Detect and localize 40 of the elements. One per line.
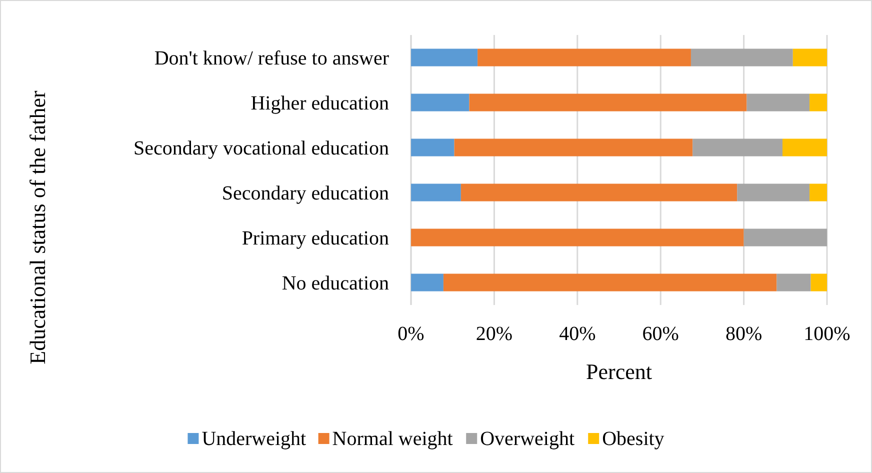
legend-label: Overweight — [480, 428, 575, 450]
legend-label: Normal weight — [332, 428, 454, 450]
bar — [478, 48, 691, 66]
legend-label: Underweight — [202, 428, 307, 450]
bar — [460, 184, 738, 202]
x-axis-title: Percent — [586, 359, 652, 384]
bar — [746, 94, 810, 112]
bar — [690, 48, 793, 66]
bar — [782, 138, 827, 156]
bar — [469, 94, 747, 112]
bar — [810, 274, 827, 292]
x-tick-label: 100% — [804, 323, 850, 345]
bar — [443, 274, 777, 292]
bar — [411, 138, 454, 156]
bar — [411, 48, 478, 66]
y-axis-title: Educational status of the father — [25, 90, 50, 364]
bar — [792, 48, 827, 66]
bar — [737, 184, 810, 202]
bar — [454, 138, 693, 156]
x-tick-label: 20% — [476, 323, 513, 345]
x-tick-label: 40% — [559, 323, 596, 345]
bar — [776, 274, 811, 292]
x-tick-label: 80% — [725, 323, 762, 345]
bar — [810, 94, 827, 112]
bar — [810, 184, 827, 202]
bar — [744, 228, 827, 246]
bar — [692, 138, 782, 156]
y-tick-label: Higher education — [250, 92, 389, 114]
x-tick-label: 60% — [642, 323, 679, 345]
bar — [411, 94, 470, 112]
y-tick-label: Secondary vocational education — [134, 138, 389, 160]
y-tick-label: Secondary education — [222, 182, 389, 204]
bar — [411, 274, 444, 292]
y-tick-label: Don't know/ refuse to answer — [154, 48, 390, 70]
legend-label: Obesity — [602, 428, 664, 450]
bar — [411, 184, 461, 202]
x-tick-label: 0% — [398, 323, 424, 345]
bar — [411, 228, 744, 246]
y-tick-label: No education — [282, 272, 389, 294]
y-tick-label: Primary education — [242, 228, 389, 250]
